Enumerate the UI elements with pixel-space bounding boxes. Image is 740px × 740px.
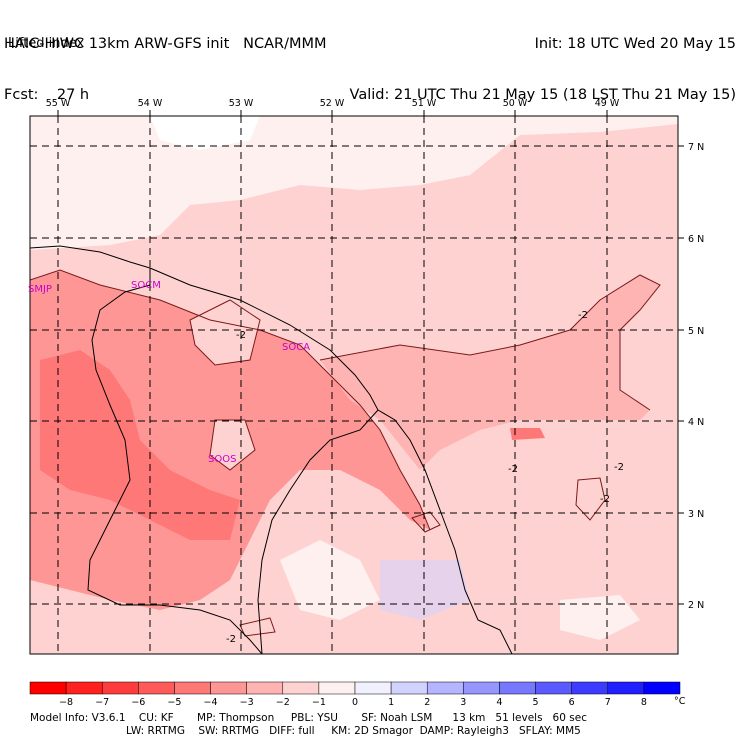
colorbar: −8 −7 −6 −5 −4 −3 −2 −1 0 1 2 3 4 5 6 7 8: [29, 681, 681, 708]
map-frame: [29, 115, 679, 655]
colorbar-tick-label: −8: [59, 697, 73, 708]
contour-value-labels: -2 -2 -2 -2 -2 -2 -2: [226, 310, 624, 645]
lat-label: 4 N: [688, 417, 704, 428]
colorbar-tick-label: 0: [352, 697, 358, 708]
shade-north-white: [150, 116, 260, 150]
borders: [30, 245, 513, 654]
station-soos: SOOS: [208, 454, 236, 465]
lon-label: 55 W: [46, 98, 71, 109]
lat-label: 2 N: [688, 600, 704, 611]
shade-patch-3: [380, 560, 470, 620]
header-left: HAIC-HIWC 13km ARW-GFS init NCAR/MMM Fcs…: [4, 2, 326, 121]
colorbar-swatch: [463, 681, 500, 695]
contour-label: -2: [226, 634, 236, 645]
valid-time: Valid: 21 UTC Thu 21 May 15 (18 LST Thu …: [349, 87, 736, 103]
colorbar-tick-label: 4: [496, 697, 502, 708]
lifted-index-shading: [30, 116, 678, 654]
header-right: Init: 18 UTC Wed 20 May 15 Valid: 21 UTC…: [350, 2, 736, 121]
colorbar-tick-label: −2: [276, 697, 290, 708]
colorbar-swatch: [101, 681, 139, 695]
station-soca: SOCA: [282, 342, 310, 353]
border-guiana-brazil: [377, 409, 513, 654]
station-smjp: SMJP: [28, 284, 52, 295]
colorbar-swatch: [246, 681, 284, 695]
forecast-hour: Fcst: 27 h: [4, 87, 90, 103]
contour-loop-2: [209, 419, 256, 471]
shade-patch-5: [210, 420, 255, 470]
contour-offshore: [319, 274, 661, 411]
lat-label: 7 N: [688, 142, 704, 153]
shade-patch-6: [510, 428, 545, 440]
lat-label: 6 N: [688, 234, 704, 245]
graticule: [30, 116, 678, 654]
colorbar-swatch: [174, 681, 211, 695]
colorbar-swatch: [282, 681, 320, 695]
footer-model-info: Model Info: V3.6.1 CU: KF MP: Thompson P…: [30, 712, 587, 724]
shade-patch-1: [190, 300, 260, 365]
colorbar-swatch: [354, 681, 392, 695]
lon-label: 54 W: [138, 98, 163, 109]
colorbar-swatch: [65, 681, 103, 695]
lat-labels: 7 N 6 N 5 N 4 N 3 N 2 N: [688, 142, 704, 611]
colorbar-swatch: [138, 681, 175, 695]
colorbar-swatch: [210, 681, 247, 695]
coastline: [149, 267, 379, 654]
contour-label: -2: [600, 494, 610, 505]
lat-label: 5 N: [688, 326, 704, 337]
colorbar-swatch: [426, 681, 464, 695]
colorbar-tick-label: −3: [240, 697, 254, 708]
colorbar-tick-label: −1: [312, 697, 326, 708]
colorbar-unit: °C: [674, 696, 686, 707]
station-labels: SMJP SOCM SOCA SOOS: [28, 280, 310, 465]
colorbar-swatch: [607, 681, 645, 695]
contour-label: -2: [578, 310, 588, 321]
colorbar-tick-label: −7: [95, 697, 109, 708]
shade-patch-2: [280, 540, 380, 620]
lon-label: 53 W: [229, 98, 254, 109]
lon-label: 51 W: [412, 98, 437, 109]
colorbar-tick-label: 3: [460, 697, 466, 708]
contour-loop-3: [575, 477, 606, 521]
colorbar-swatch: [535, 681, 572, 695]
field-name: Lifted index: [8, 36, 85, 51]
lat-label: 3 N: [688, 509, 704, 520]
shade-north-weak: [30, 116, 678, 250]
colorbar-tick-label: −5: [167, 697, 181, 708]
shade-land-strong: [40, 350, 240, 540]
colorbar-tick-label: 8: [641, 697, 647, 708]
colorbar-tick-label: 5: [533, 697, 539, 708]
init-time: Init: 18 UTC Wed 20 May 15: [534, 36, 736, 52]
colorbar-swatch: [643, 681, 681, 695]
colorbar-tick-label: −6: [131, 697, 145, 708]
contour-coast: [30, 269, 431, 531]
colorbar-tick-label: 6: [569, 697, 575, 708]
contour-label: -2: [508, 464, 518, 475]
footer-physics-info: LW: RRTMG SW: RRTMG DIFF: full KM: 2D Sm…: [126, 725, 581, 737]
axis-ticks: [57, 110, 684, 605]
contours: [30, 269, 661, 637]
lon-label: 49 W: [595, 98, 620, 109]
border-suriname-guiana: [30, 245, 263, 654]
colorbar-swatch: [318, 681, 356, 695]
contour-label: -2: [614, 462, 624, 473]
shade-patch-4: [560, 595, 640, 640]
colorbar-tick-label: 2: [424, 697, 430, 708]
station-socm: SOCM: [131, 280, 161, 291]
contour-loop-1: [189, 299, 261, 366]
lon-labels: 55 W 54 W 53 W 52 W 51 W 50 W 49 W: [46, 98, 620, 109]
colorbar-swatch: [499, 681, 536, 695]
lon-label: 50 W: [503, 98, 528, 109]
lon-label: 52 W: [320, 98, 345, 109]
colorbar-swatch: [571, 681, 609, 695]
colorbar-swatch: [390, 681, 428, 695]
colorbar-tick-label: 1: [388, 697, 394, 708]
model-title: HAIC-HIWC 13km ARW-GFS init NCAR/MMM: [4, 36, 327, 52]
colorbar-swatch: [29, 681, 67, 695]
contour-label: -2: [236, 330, 246, 341]
colorbar-tick-label: 7: [605, 697, 611, 708]
colorbar-tick-label: −4: [204, 697, 218, 708]
